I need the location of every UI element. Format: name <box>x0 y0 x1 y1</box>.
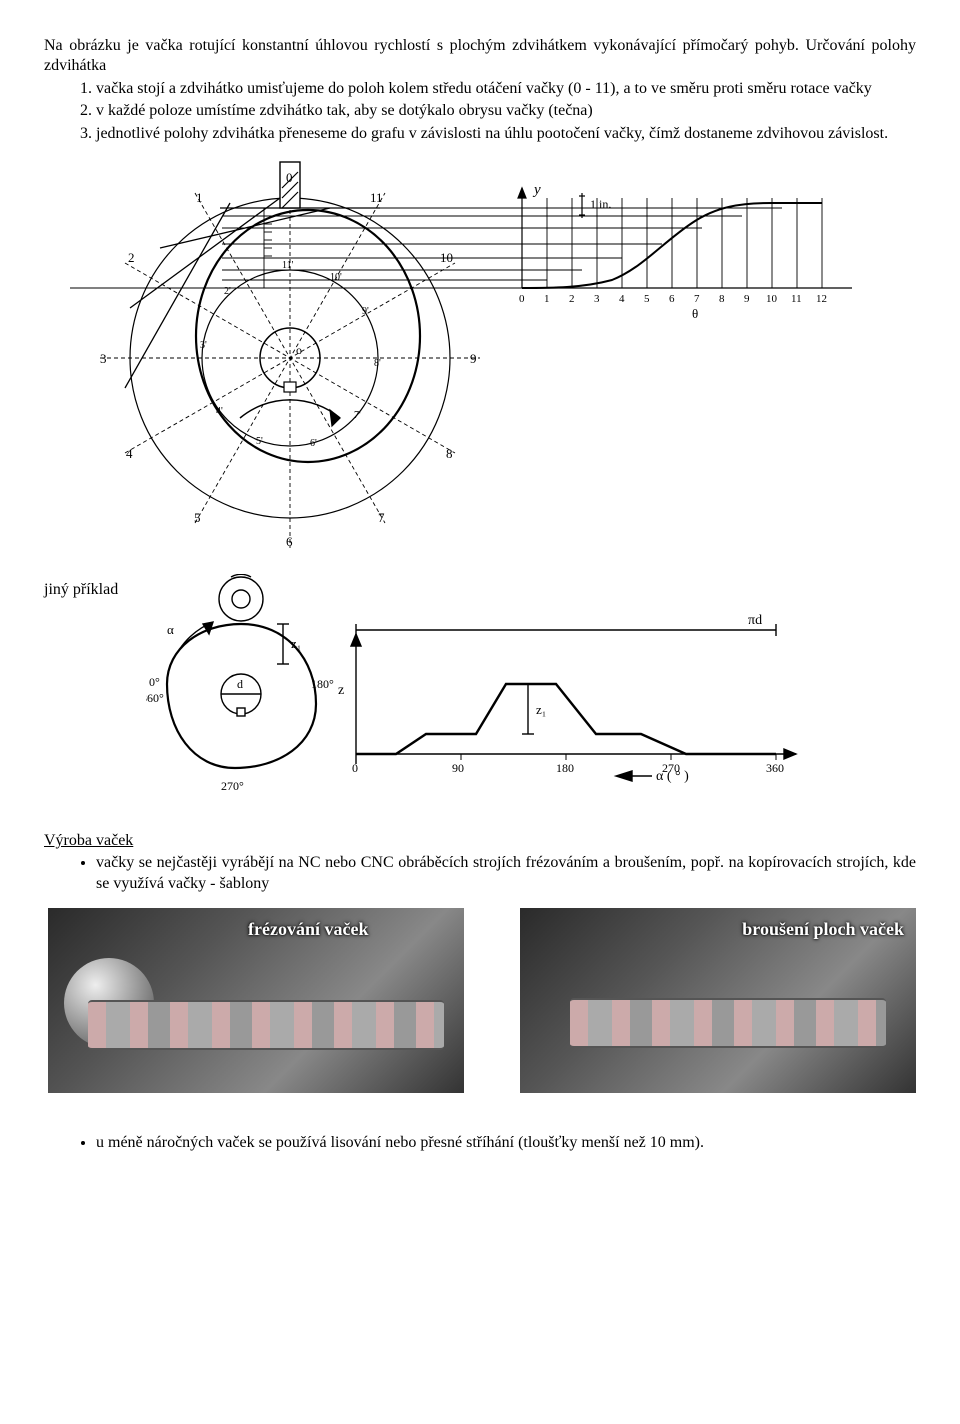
svg-text:8': 8' <box>374 358 381 369</box>
svg-text:πd: πd <box>748 613 762 628</box>
photo-milling: frézování vaček <box>48 908 464 1093</box>
fig1-y-label: y <box>532 182 541 198</box>
svg-text:8: 8 <box>719 293 725 305</box>
manufacture-bullet-list-2: u méně náročných vaček se používá lisová… <box>44 1133 916 1153</box>
photo-grinding-caption: broušení ploch vaček <box>742 918 904 941</box>
svg-text:12: 12 <box>816 293 827 305</box>
figure-cam-unrolled: d z₁ α 0° <box>146 574 826 800</box>
svg-text:180°: 180° <box>311 677 334 691</box>
intro-step-3: jednotlivé polohy zdvihátka přeneseme do… <box>96 124 916 144</box>
fig1-inch-label: 1 in. <box>590 197 611 211</box>
second-example-label: jiný příklad <box>44 574 118 600</box>
svg-text:5: 5 <box>194 510 201 525</box>
svg-text:9: 9 <box>744 293 750 305</box>
svg-text:3: 3 <box>100 351 107 366</box>
svg-text:z: z <box>338 683 344 698</box>
svg-text:3: 3 <box>594 293 600 305</box>
svg-text:11: 11 <box>791 293 802 305</box>
figure-cam-and-chart: y 1 in. <box>44 158 916 548</box>
intro-steps-list: vačka stojí a zdvihátko umisťujeme do po… <box>44 79 916 144</box>
svg-text:0: 0 <box>286 170 293 185</box>
svg-text:7: 7 <box>378 510 385 525</box>
svg-text:10': 10' <box>330 272 342 283</box>
svg-text:7: 7 <box>694 293 700 305</box>
svg-text:180: 180 <box>556 761 574 775</box>
svg-text:4: 4 <box>619 293 625 305</box>
manufacture-bullet-1: vačky se nejčastěji vyrábějí na NC nebo … <box>96 853 916 894</box>
manufacture-bullet-list: vačky se nejčastěji vyrábějí na NC nebo … <box>44 853 916 894</box>
svg-text:11: 11 <box>370 190 383 205</box>
photo-grinding: broušení ploch vaček <box>520 908 916 1093</box>
section-title-vyroba: Výroba vaček <box>44 831 916 851</box>
svg-text:270°: 270° <box>221 779 244 793</box>
svg-text:3': 3' <box>200 340 207 351</box>
svg-text:8: 8 <box>446 446 453 461</box>
intro-paragraph: Na obrázku je vačka rotující konstantní … <box>44 36 916 77</box>
svg-text:90: 90 <box>452 761 464 775</box>
svg-text:0: 0 <box>519 293 525 305</box>
svg-text:6: 6 <box>286 534 293 548</box>
fig1-theta-label: θ <box>692 306 698 321</box>
svg-text:2: 2 <box>128 250 135 265</box>
manufacture-bullet-2: u méně náročných vaček se používá lisová… <box>96 1133 916 1153</box>
photo-milling-caption: frézování vaček <box>248 918 368 941</box>
svg-text:4: 4 <box>126 446 133 461</box>
svg-text:270: 270 <box>662 761 680 775</box>
svg-text:1: 1 <box>196 190 203 205</box>
svg-text:9': 9' <box>362 306 369 317</box>
svg-text:0: 0 <box>352 761 358 775</box>
svg-text:360: 360 <box>766 761 784 775</box>
svg-text:α: α <box>167 622 174 637</box>
intro-step-2: v každé poloze umístíme zdvihátko tak, a… <box>96 101 916 121</box>
svg-text:z₁: z₁ <box>291 636 301 651</box>
fig1-center-label: o <box>296 343 302 357</box>
photo-row: frézování vaček broušení ploch vaček <box>48 908 916 1093</box>
intro-step-1: vačka stojí a zdvihátko umisťujeme do po… <box>96 79 916 99</box>
svg-text:d: d <box>237 677 243 691</box>
svg-text:5': 5' <box>256 436 263 447</box>
svg-text:7': 7' <box>354 410 361 421</box>
svg-text:10: 10 <box>440 250 453 265</box>
svg-text:9: 9 <box>470 351 477 366</box>
svg-text:6: 6 <box>669 293 675 305</box>
svg-text:0°: 0° <box>149 675 160 689</box>
svg-text:6': 6' <box>310 438 317 449</box>
svg-text:z₁: z₁ <box>536 702 546 717</box>
svg-text:11': 11' <box>282 260 294 271</box>
svg-text:360°: 360° <box>146 691 164 705</box>
svg-text:2': 2' <box>224 286 231 297</box>
svg-text:2: 2 <box>569 293 575 305</box>
svg-text:1: 1 <box>544 293 550 305</box>
svg-text:10: 10 <box>766 293 778 305</box>
svg-text:5: 5 <box>644 293 650 305</box>
svg-text:4': 4' <box>216 406 223 417</box>
